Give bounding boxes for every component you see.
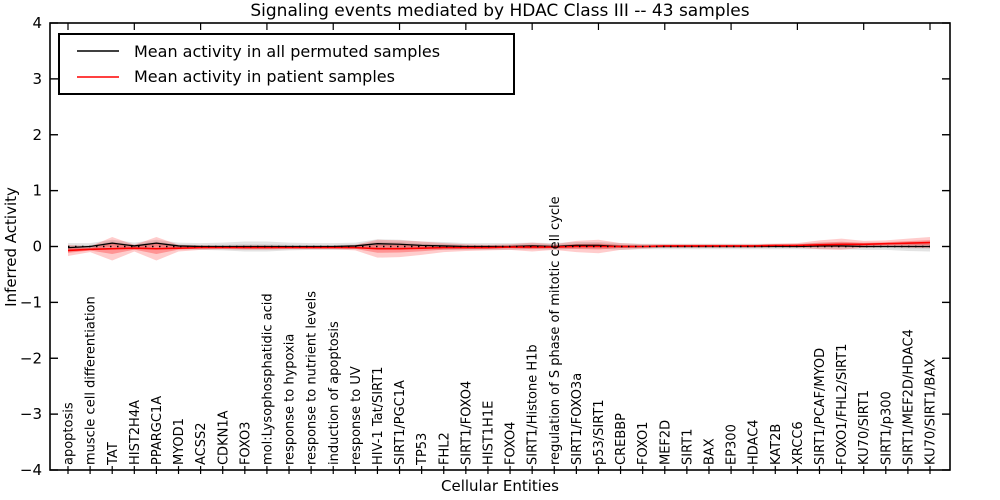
x-category-label: regulation of S phase of mitotic cell cy…	[548, 196, 563, 465]
y-axis-label: Inferred Activity	[2, 187, 20, 307]
legend-label-permuted: Mean activity in all permuted samples	[134, 41, 441, 61]
x-category-label: BAX	[703, 438, 718, 465]
x-category-label: response to hypoxia	[283, 334, 298, 465]
x-category-label: CDKN1A	[216, 410, 231, 465]
x-category-label: HIST1H1E	[481, 401, 496, 465]
y-tick-label: −2	[20, 349, 42, 367]
x-category-label: EP300	[725, 424, 740, 465]
y-tick-label: −4	[20, 461, 42, 479]
x-category-label: TP53	[415, 433, 430, 466]
y-tick-label: −1	[20, 293, 42, 311]
legend-item-patient: Mean activity in patient samples	[60, 67, 513, 86]
x-category-label: apoptosis	[62, 402, 77, 465]
y-tick-label: 0	[32, 238, 42, 256]
legend-label-patient: Mean activity in patient samples	[134, 67, 395, 87]
x-category-label: response to UV	[349, 366, 364, 465]
y-tick-label: 3	[32, 70, 42, 88]
legend: Mean activity in all permuted samples Me…	[58, 33, 515, 95]
x-category-label: FOXO4	[504, 422, 519, 465]
x-category-label: SIRT1/FOXO4	[459, 381, 474, 465]
y-tick-label: 2	[32, 126, 42, 144]
x-category-label: MYOD1	[172, 418, 187, 465]
x-category-label: HIV-1 Tat/SIRT1	[371, 367, 386, 465]
legend-line-red-icon	[77, 76, 119, 78]
x-category-label: SIRT1/FOXO3a	[570, 373, 585, 465]
band-patient	[68, 237, 930, 261]
band-permuted	[68, 239, 930, 253]
x-category-label: p53/SIRT1	[592, 399, 607, 465]
x-category-label: HDAC4	[747, 419, 762, 465]
x-category-label: SIRT1/p300	[879, 391, 894, 465]
x-category-label: induction of apoptosis	[327, 321, 342, 465]
x-category-label: SIRT1/PGC1A	[393, 380, 408, 465]
x-category-label: PPARGC1A	[150, 396, 165, 465]
x-category-label: MEF2D	[658, 420, 673, 465]
x-category-label: response to nutrient levels	[305, 291, 320, 465]
x-category-label: TAT	[106, 442, 121, 466]
chart-title: Signaling events mediated by HDAC Class …	[250, 1, 750, 21]
x-category-label: KU70/SIRT1/BAX	[924, 359, 939, 465]
x-category-label: muscle cell differentiation	[84, 296, 99, 465]
x-category-label: FOXO1/FHL2/SIRT1	[835, 344, 850, 465]
x-category-label: HIST2H4A	[128, 400, 143, 465]
x-category-label: FHL2	[437, 432, 452, 465]
x-category-label: FOXO1	[636, 422, 651, 465]
x-category-label: CREBBP	[614, 413, 629, 465]
x-category-label: XRCC6	[791, 421, 806, 465]
mean-line-patient	[67, 241, 931, 252]
x-category-label: KU70/SIRT1	[857, 390, 872, 465]
x-category-label: ACSS2	[194, 422, 209, 465]
x-category-label: SIRT1/PCAF/MYOD	[813, 348, 828, 465]
x-category-label: SIRT1/MEF2D/HDAC4	[901, 329, 916, 465]
legend-item-permuted: Mean activity in all permuted samples	[60, 42, 513, 61]
mean-line-permuted	[67, 242, 930, 249]
legend-line-black-icon	[77, 50, 119, 52]
y-tick-label: 1	[32, 182, 42, 200]
x-category-label: KAT2B	[769, 424, 784, 465]
y-tick-label: 4	[32, 14, 42, 32]
x-category-label: mol:Lysophosphatidic acid	[260, 293, 275, 465]
x-category-label: SIRT1	[680, 429, 695, 465]
x-axis-label: Cellular Entities	[441, 477, 559, 495]
y-tick-label: −3	[20, 405, 42, 423]
x-category-label: SIRT1/Histone H1b	[526, 344, 541, 465]
x-category-label: FOXO3	[238, 422, 253, 465]
